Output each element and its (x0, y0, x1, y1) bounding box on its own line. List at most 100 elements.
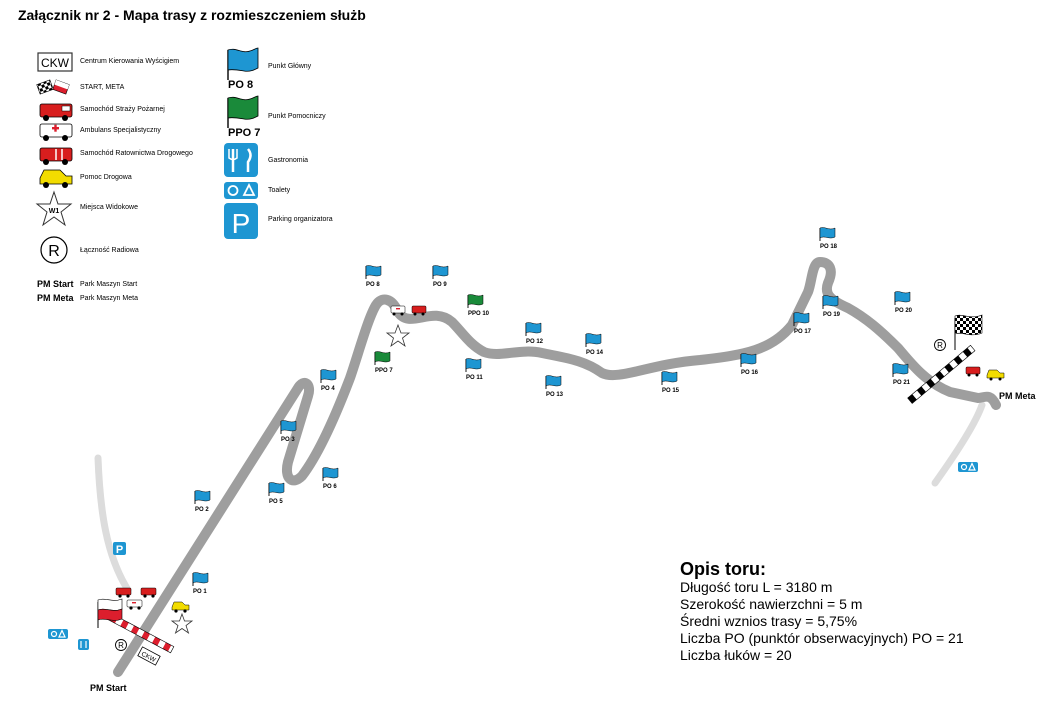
aux-point-flag-label: PPO 7 (228, 127, 260, 139)
legend-pm-start-bold: PM Start (37, 279, 74, 289)
post-flag-po-9: PO 9 (432, 265, 449, 288)
legend-rescue-icon (39, 147, 73, 165)
post-flag-shape (793, 312, 810, 324)
page-title: Załącznik nr 2 - Mapa trasy z rozmieszcz… (18, 7, 366, 23)
post-flag-shape (365, 265, 382, 277)
legend-ambulance-icon (39, 123, 73, 141)
post-flag-label: PO 13 (546, 392, 564, 398)
post-flag-po-17: PO 17 (793, 312, 812, 335)
mid-fire-truck-icon (411, 305, 427, 316)
parking-mark: P (232, 208, 251, 239)
post-flag-label: PO 1 (193, 589, 207, 595)
track-width: Szerokość nawierzchni = 5 m (680, 596, 863, 612)
post-flag-label: PO 6 (323, 484, 337, 490)
post-flag-shape (280, 420, 297, 432)
radio-mark: R (48, 243, 60, 260)
start-tow-truck-icon (171, 601, 190, 613)
post-flag-label: PO 12 (526, 339, 544, 345)
finish-tow-truck-icon (986, 369, 1005, 381)
start-parking-icon: P (113, 542, 126, 556)
post-flag-po-5: PO 5 (268, 482, 285, 505)
legend-toilets-icon (224, 182, 258, 199)
post-flag-label: PO 15 (662, 388, 680, 394)
post-flag-shape (268, 482, 285, 494)
post-flag-shape (822, 295, 839, 307)
post-flag-po-19: PO 19 (822, 295, 841, 318)
start-flag-icon (97, 598, 123, 628)
track-length: Długość toru L = 3180 m (680, 579, 833, 595)
post-flag-shape (894, 291, 911, 303)
post-flag-po-18: PO 18 (819, 227, 838, 250)
legend-ckw-icon: CKW (37, 52, 73, 72)
post-flag-shape (819, 227, 836, 239)
post-flag-label: PPO 7 (375, 368, 393, 374)
track-gradient: Średni wznios trasy = 5,75% (680, 613, 858, 629)
legend-viewpoint-icon: W1 (35, 190, 73, 227)
legend-radio-label: Łączność Radiowa (80, 247, 139, 254)
post-flag-label: PO 5 (269, 499, 283, 505)
legend-fire-truck-icon (39, 103, 73, 121)
post-flag-shape (525, 322, 542, 334)
observation-posts: PO 1 PO 2 PO 3 PO 4 PO 5 PO 6 PPO 7 PO 8 PO 9 PPO… (192, 227, 913, 595)
post-flag-po-15: PO 15 (661, 371, 680, 394)
track-description-title: Opis toru: (680, 559, 766, 579)
finish-toilets-icon (958, 462, 978, 472)
post-flag-label: PO 4 (321, 386, 335, 392)
access-road-start (94, 454, 132, 594)
ckw-box-text: CKW (41, 56, 70, 70)
legend-food-label: Gastronomia (268, 157, 309, 164)
legend-parking-label: Parking organizatora (268, 216, 333, 223)
start-radio-mark: R (118, 641, 124, 650)
post-flag-label: PO 21 (893, 380, 911, 386)
viewpoint-mark: W1 (49, 208, 60, 215)
track-posts-count: Liczba PO (punktór obserwacyjnych) PO = … (680, 630, 964, 646)
legend-tow-truck-icon (39, 169, 73, 188)
post-flag-shape (432, 265, 449, 277)
post-flag-label: PO 11 (466, 375, 483, 381)
start-toilets-icon (48, 629, 68, 639)
post-flag-shape (192, 572, 209, 584)
track-bends-count: Liczba łuków = 20 (680, 647, 792, 663)
start-fire-truck-icon (115, 587, 132, 598)
legend-fire-truck-label: Samochód Straży Pożarnej (80, 106, 165, 113)
track-description: Opis toru: Długość toru L = 3180 m Szero… (680, 559, 964, 664)
post-flag-po-11: PO 11 (465, 358, 483, 381)
legend-food-icon (224, 143, 258, 177)
post-flag-ppo-7: PPO 7 (374, 351, 393, 374)
post-flag-po-8: PO 8 (365, 265, 382, 288)
race-track (113, 257, 1001, 677)
post-flag-po-1: PO 1 (192, 572, 209, 595)
legend-rescue-label: Samochód Ratownictwa Drogowego (80, 150, 193, 157)
start-radio-icon: R (115, 639, 127, 651)
start-food-icon (78, 639, 89, 650)
post-flag-label: PO 16 (741, 370, 759, 376)
post-flag-po-14: PO 14 (585, 333, 604, 356)
post-flag-po-6: PO 6 (322, 467, 339, 490)
pm-meta-label: PM Meta (999, 391, 1036, 401)
legend-aux-point-label: Punkt Pomocniczy (268, 113, 326, 120)
legend-pm-meta-label: Park Maszyn Meta (80, 295, 138, 302)
legend-pm-meta-bold: PM Meta (37, 293, 74, 303)
mid-viewpoint-icon (385, 323, 411, 348)
post-flag-label: PO 2 (195, 507, 209, 513)
start-viewpoint-icon (170, 612, 194, 635)
post-flag-po-4: PO 4 (320, 369, 337, 392)
post-flag-label: PO 8 (366, 282, 380, 288)
legend-radio-icon: R (40, 236, 68, 264)
legend-main-point-icon: PO 8 (227, 47, 259, 91)
post-flag-shape (740, 353, 757, 365)
post-flag-shape (320, 369, 337, 381)
finish-barrier (907, 344, 976, 404)
finish-radio-mark: R (937, 341, 943, 350)
access-road-meta (931, 401, 986, 487)
legend-aux-point-icon: PPO 7 (227, 95, 260, 139)
post-flag-po-20: PO 20 (894, 291, 913, 314)
post-flag-po-2: PO 2 (194, 490, 211, 513)
post-flag-po-21: PO 21 (892, 363, 911, 386)
post-flag-label: PO 3 (281, 437, 295, 443)
legend-ambulance-label: Ambulans Specjalistyczny (80, 127, 161, 134)
pm-start-label: PM Start (90, 683, 127, 693)
post-flag-shape (194, 490, 211, 502)
mid-ambulance-icon (390, 305, 406, 316)
